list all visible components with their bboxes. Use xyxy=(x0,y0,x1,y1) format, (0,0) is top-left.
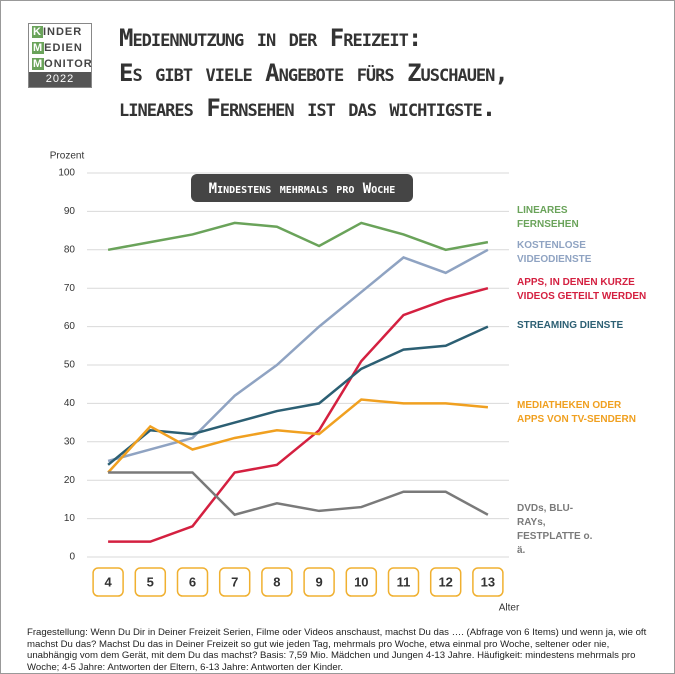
legend-entry: APPS, IN DENEN KURZE VIDEOS GETEILT WERD… xyxy=(517,277,647,302)
title-line: Es gibt viele Angebote fürs Zuschauen, xyxy=(119,59,509,87)
y-tick-label: 30 xyxy=(64,436,76,447)
chart-title: Mediennutzung in der Freizeit: Es gibt v… xyxy=(119,21,509,126)
subtitle-box xyxy=(191,174,413,202)
series-line xyxy=(107,398,489,474)
x-tick-label: 6 xyxy=(189,574,196,589)
x-tick-label: 11 xyxy=(397,574,411,589)
series-line xyxy=(108,286,489,543)
chart-subtitle: Mindestens mehrmals pro Woche xyxy=(209,181,396,197)
legend-entry: LINEARES FERNSEHEN xyxy=(517,205,579,230)
y-tick-label: 10 xyxy=(64,513,76,524)
title-line: lineares Fernsehen ist das wichtigste. xyxy=(119,94,496,122)
y-tick-label: 100 xyxy=(58,168,75,179)
logo: KINDER MEDIEN MONITOR 2022 xyxy=(28,23,92,88)
x-tick-label: 4 xyxy=(104,574,112,589)
x-tick-label: 12 xyxy=(438,574,452,589)
logo-year: 2022 xyxy=(29,72,91,87)
x-tick-box xyxy=(92,567,124,597)
y-tick-label: 60 xyxy=(64,321,76,332)
y-tick-label: 70 xyxy=(64,283,76,294)
logo-word: MEDIEN xyxy=(33,42,83,54)
x-tick-label: 5 xyxy=(147,574,154,589)
x-tick-label: 8 xyxy=(273,574,280,589)
legend-entry: STREAMING DIENSTE xyxy=(517,320,624,331)
series-line xyxy=(107,248,489,463)
x-tick-label: 13 xyxy=(481,574,495,589)
x-tick-box xyxy=(345,567,378,597)
y-tick-label: 90 xyxy=(64,206,76,217)
y-tick-label: 0 xyxy=(69,552,75,563)
x-tick-label: 9 xyxy=(315,574,322,589)
chart: Mindestens mehrmals pro Woche Prozent Al… xyxy=(50,151,520,614)
y-tick-label: 50 xyxy=(64,360,76,371)
x-tick-box xyxy=(134,567,167,597)
title-line: Mediennutzung in der Freizeit: xyxy=(119,24,422,52)
series-line xyxy=(108,471,489,517)
x-tick-box xyxy=(303,567,335,597)
legend-entry: KOSTENLOSE VIDEODIENSTE xyxy=(517,240,592,265)
grid xyxy=(87,172,509,558)
footnote: Fragestellung: Wenn Du Dir in Deiner Fre… xyxy=(27,627,647,673)
legend-entry: MEDIATHEKEN ODER APPS VON TV-SENDERN xyxy=(517,400,636,425)
y-tick-label: 80 xyxy=(64,244,76,255)
x-tick-box xyxy=(387,567,420,597)
x-tick-label: 10 xyxy=(354,574,368,589)
y-axis-label: Prozent xyxy=(50,151,85,162)
series-line xyxy=(107,221,489,252)
x-tick-box xyxy=(176,567,209,597)
x-tick-box xyxy=(218,567,251,597)
logo-word: MONITOR xyxy=(33,58,93,70)
y-tick-label: 20 xyxy=(64,475,76,486)
legend-entry: DVDs, BLU-RAYs, FESTPLATTE o. ä. xyxy=(517,503,593,556)
x-tick-box xyxy=(261,567,293,597)
y-tick-label: 40 xyxy=(64,398,76,409)
x-tick-box xyxy=(429,567,462,597)
x-axis-label: Alter xyxy=(499,603,520,614)
series-line xyxy=(107,325,489,466)
x-tick-label: 7 xyxy=(231,574,238,589)
logo-word: KINDER xyxy=(33,26,83,38)
x-tick-box xyxy=(472,567,504,597)
